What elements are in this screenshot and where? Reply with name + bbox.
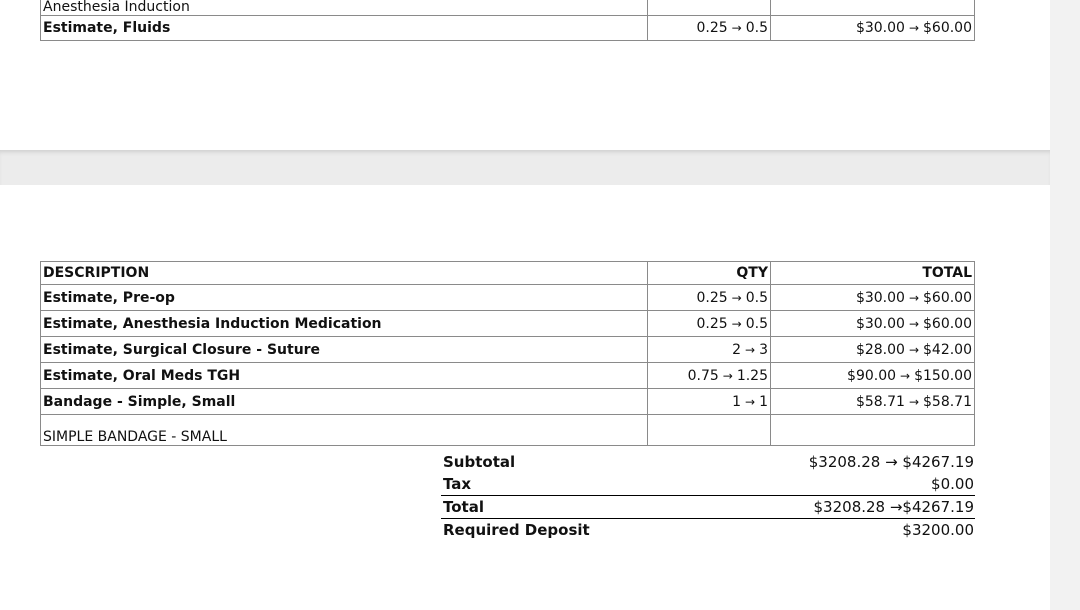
- arrow-icon: →: [731, 290, 742, 305]
- page-separator: [0, 150, 1050, 185]
- table-row: Estimate, Surgical Closure - Suture 2 → 3 $2…: [40, 336, 975, 363]
- scrollbar-track[interactable]: [1050, 0, 1080, 610]
- total-value: $3208.28 →$4267.19: [813, 498, 974, 516]
- table-row: SIMPLE BANDAGE - SMALL: [40, 414, 975, 446]
- document-page-top: Anesthesia Induction Estimate, Fluids 0.…: [0, 0, 1050, 150]
- deposit-value: $3200.00: [902, 521, 974, 539]
- subtotal-label: Subtotal: [443, 453, 516, 471]
- line-item-sub-description: Anesthesia Induction: [40, 0, 648, 16]
- line-item-total: $30.00 → $60.00: [770, 310, 975, 337]
- line-item-description: Estimate, Anesthesia Induction Medicatio…: [40, 310, 648, 337]
- arrow-icon: →: [745, 394, 756, 409]
- line-item-total: $58.71 → $58.71: [770, 388, 975, 415]
- line-item-note: SIMPLE BANDAGE - SMALL: [40, 414, 648, 446]
- estimate-table-continued: Anesthesia Induction Estimate, Fluids 0.…: [40, 0, 975, 41]
- arrow-icon: →: [908, 290, 919, 305]
- arrow-icon: →: [731, 21, 742, 35]
- subtotal-value: $3208.28 → $4267.19: [808, 453, 974, 471]
- estimate-table: DESCRIPTION QTY TOTAL Estimate, Pre-op 0.…: [40, 261, 975, 446]
- deposit-row: Required Deposit $3200.00: [441, 519, 975, 541]
- line-item-qty: 0.25 → 0.5: [647, 310, 771, 337]
- table-row: Estimate, Anesthesia Induction Medicatio…: [40, 310, 975, 337]
- line-item-total: $30.00 → $60.00: [770, 15, 975, 41]
- table-header-row: DESCRIPTION QTY TOTAL: [40, 261, 975, 285]
- line-item-qty: 1 → 1: [647, 388, 771, 415]
- line-item-total: $30.00 → $60.00: [770, 284, 975, 311]
- deposit-label: Required Deposit: [443, 521, 590, 539]
- table-row: Estimate, Pre-op 0.25 → 0.5 $30.00 → $60.00: [40, 284, 975, 311]
- line-item-description: Estimate, Fluids: [40, 15, 648, 41]
- arrow-icon: →: [908, 316, 919, 331]
- totals-summary: Subtotal $3208.28 → $4267.19 Tax $0.00 T…: [441, 451, 975, 541]
- tax-value: $0.00: [931, 475, 974, 493]
- table-row: Estimate, Oral Meds TGH 0.75 → 1.25 $90.00 → $…: [40, 362, 975, 389]
- arrow-icon: →: [900, 368, 911, 383]
- tax-label: Tax: [443, 475, 472, 493]
- line-item-description: Bandage - Simple, Small: [40, 388, 648, 415]
- column-header-description: DESCRIPTION: [40, 261, 648, 285]
- arrow-icon: →: [722, 368, 733, 383]
- total-row: Total $3208.28 →$4267.19: [441, 495, 975, 519]
- subtotal-row: Subtotal $3208.28 → $4267.19: [441, 451, 975, 473]
- table-row: Anesthesia Induction: [40, 0, 975, 16]
- line-item-qty: 0.75 → 1.25: [647, 362, 771, 389]
- arrow-icon: →: [745, 342, 756, 357]
- column-header-total: TOTAL: [770, 261, 975, 285]
- table-row: Estimate, Fluids 0.25 → 0.5 $30.00 → $60.00: [40, 15, 975, 41]
- arrow-icon: →: [908, 21, 919, 35]
- arrow-icon: →: [731, 316, 742, 331]
- line-item-total: $28.00 → $42.00: [770, 336, 975, 363]
- line-item-description: Estimate, Surgical Closure - Suture: [40, 336, 648, 363]
- line-item-description: Estimate, Oral Meds TGH: [40, 362, 648, 389]
- line-item-description: Estimate, Pre-op: [40, 284, 648, 311]
- total-label: Total: [443, 498, 484, 516]
- arrow-icon: →: [908, 342, 919, 357]
- arrow-icon: →: [908, 394, 919, 409]
- tax-row: Tax $0.00: [441, 473, 975, 495]
- line-item-qty: 0.25 → 0.5: [647, 284, 771, 311]
- column-header-qty: QTY: [647, 261, 771, 285]
- line-item-qty: 2 → 3: [647, 336, 771, 363]
- line-item-qty: 0.25 → 0.5: [647, 15, 771, 41]
- table-row: Bandage - Simple, Small 1 → 1 $58.71 → $58.71: [40, 388, 975, 415]
- line-item-total: $90.00 → $150.00: [770, 362, 975, 389]
